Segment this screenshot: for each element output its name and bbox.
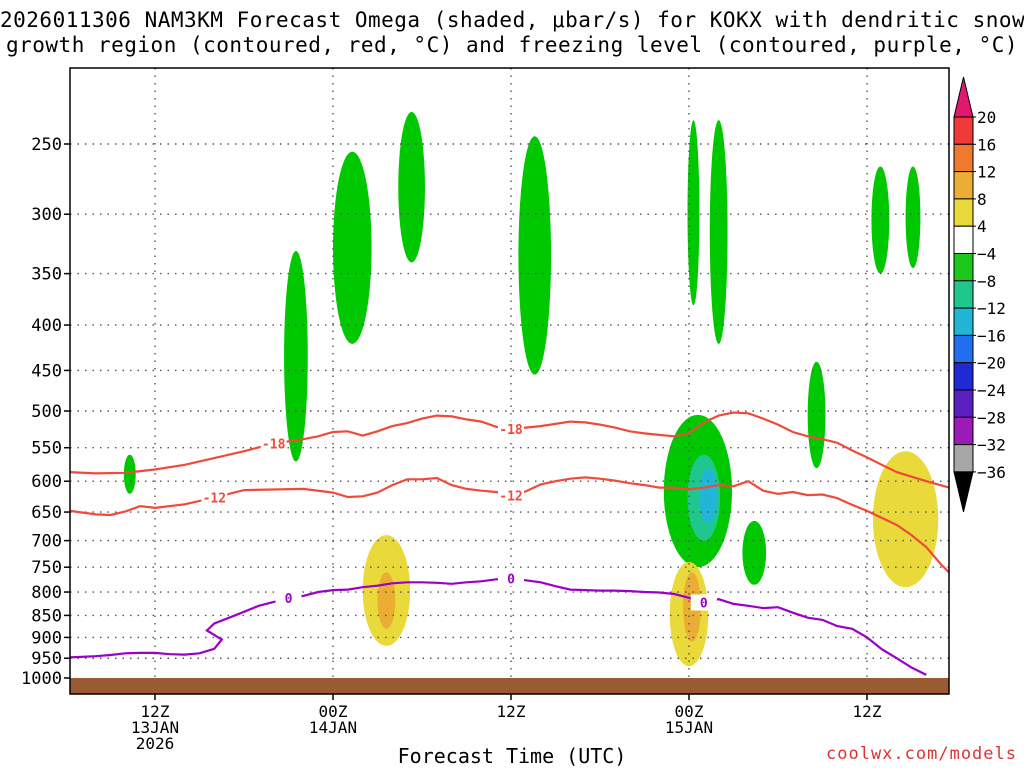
colorbar-label: −36 [977,463,1006,482]
omega-region [699,468,718,524]
omega-region [742,520,767,585]
plot-background [70,68,949,694]
colorbar: 20 16 12 8 4 −4 −8 −12 −16 −20 −24 −28 −32 −36 [953,76,1006,513]
colorbar-bottom-arrow [953,471,974,513]
contour-label: 0 [507,572,515,587]
colorbar-swatch [953,225,974,254]
colorbar-swatch [953,362,974,391]
colorbar-label: −16 [977,326,1006,345]
contour-label: -12 [499,490,522,505]
contour-label-bg [498,570,524,587]
chart-title-line-2: growth region (contoured, red, °C) and f… [5,33,1019,57]
omega-region [518,136,552,375]
contour-label: 0 [285,592,293,607]
colorbar-label: 16 [977,135,996,154]
contour-label: -18 [499,423,523,438]
y-tick-label: 900 [31,628,62,648]
omega-region [398,111,425,263]
contour-label-bg [201,489,228,506]
y-axis: 2503003504004505005506006507007508008509… [21,135,70,689]
x-tick-label: 12Z [497,702,526,721]
y-tick-label: 500 [31,402,62,422]
y-tick-label: 600 [31,472,62,492]
y-tick-label: 250 [31,135,62,155]
colorbar-swatch [953,171,974,200]
colorbar-swatch [953,444,974,473]
omega-region [333,151,372,344]
y-tick-label: 450 [31,361,62,381]
y-tick-label: 1000 [21,669,62,689]
colorbar-label: 8 [977,190,987,209]
y-tick-label: 700 [31,532,62,552]
contour-line [69,411,950,489]
y-tick-label: 800 [31,583,62,603]
plot-frame [69,67,950,695]
y-tick-label: 400 [31,316,62,336]
colorbar-label: −24 [977,381,1006,400]
colorbar-label: −12 [977,299,1006,318]
colorbar-label: −8 [977,272,996,291]
y-tick-label: 300 [31,205,62,225]
contour-label-bg [498,487,524,504]
contour-layer: -18 -18 -12 -12 0 0 0 [69,411,950,676]
colorbar-label: −28 [977,408,1006,427]
x-tick-label: 15JAN [665,718,713,737]
omega-region [123,454,136,494]
colorbar-swatch [953,253,974,282]
colorbar-label: −32 [977,436,1006,455]
colorbar-swatch [953,280,974,309]
colorbar-swatch [953,198,974,227]
contour-label: -18 [262,437,286,452]
omega-region [905,166,921,269]
colorbar-swatch [953,116,974,145]
x-tick-label: 12Z [141,702,170,721]
y-tick-label: 750 [31,558,62,578]
colorbar-swatch [953,307,974,336]
contour-label-bg [275,589,302,606]
contour-label: -12 [203,492,226,507]
y-tick-label: 550 [31,439,62,459]
y-tick-label: 650 [31,503,62,523]
colorbar-swatch [953,143,974,173]
contour-label-bg [690,594,717,611]
contour-line [69,577,927,676]
omega-region [709,120,728,344]
colorbar-top-arrow [953,76,974,118]
x-tick-label: 2026 [136,734,175,753]
contour-label: 0 [700,596,708,611]
contour-line [69,476,950,574]
colorbar-label: 20 [977,108,996,127]
site-credit: coolwx.com/models [826,744,1017,764]
omega-region [807,361,826,469]
x-tick-label: 13JAN [131,718,179,737]
contour-label-bg [260,435,287,452]
colorbar-label: 12 [977,163,996,182]
colorbar-swatch [953,334,974,364]
y-tick-label: 850 [31,606,62,626]
omega-region [377,572,396,629]
colorbar-label: −4 [977,245,996,264]
colorbar-swatch [953,389,974,418]
x-axis-label: Forecast Time (UTC) [397,744,627,768]
terrain-ground [70,678,949,694]
y-tick-label: 950 [31,649,62,669]
colorbar-label: −20 [977,354,1006,373]
colorbar-label: 4 [977,217,987,236]
omega-region [871,166,890,274]
y-tick-label: 350 [31,265,62,285]
x-tick-label: 00Z [319,702,348,721]
x-tick-label: 12Z [853,702,882,721]
contour-label-bg [498,421,524,438]
omega-region [284,250,308,462]
colorbar-swatch [953,416,974,446]
omega-region [687,120,700,306]
x-tick-label: 14JAN [309,718,357,737]
x-tick-label: 00Z [675,702,704,721]
chart-title-line-1: 2026011306 NAM3KM Forecast Omega (shaded… [0,8,1024,32]
omega-shading-layer [123,111,939,667]
omega-region [872,451,939,588]
